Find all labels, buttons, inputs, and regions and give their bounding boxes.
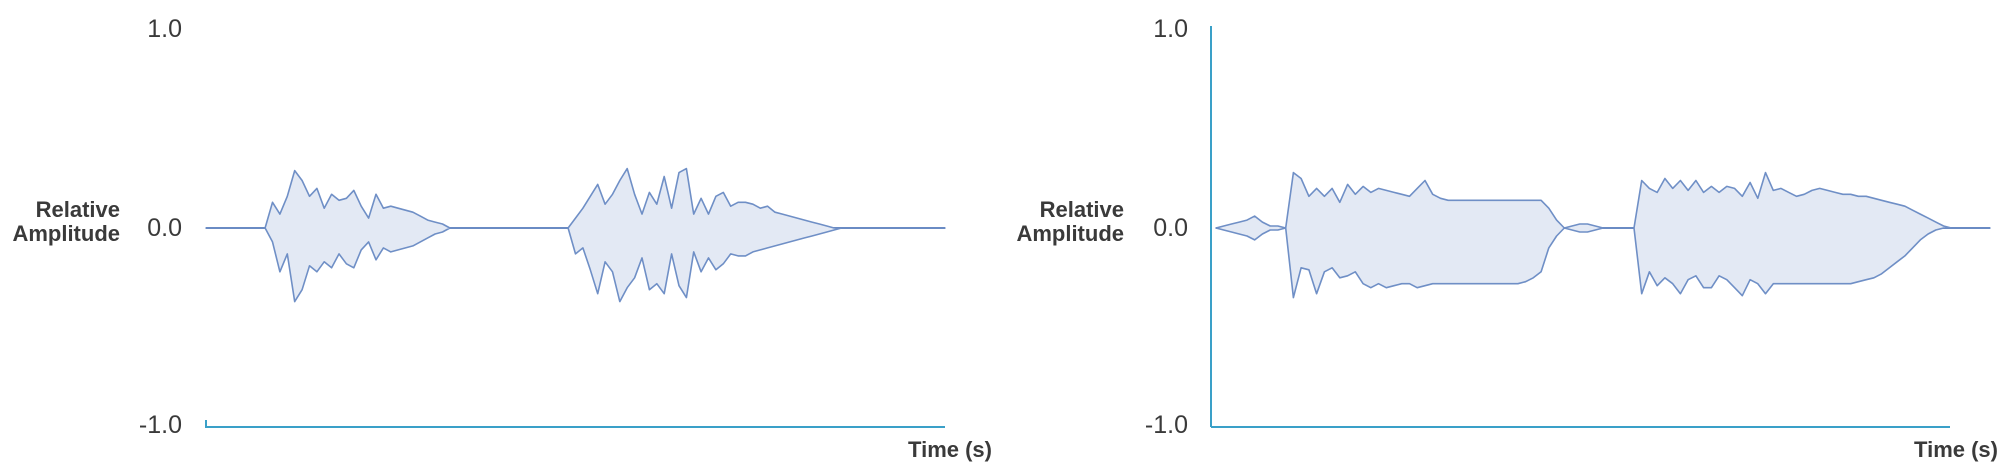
- waveform-left: [205, 167, 946, 303]
- waveform-envelope: [205, 167, 946, 303]
- y-tick-label-zero: 0.0: [147, 214, 182, 242]
- x-axis-label: Time (s): [908, 437, 992, 462]
- waveform-right: [1215, 171, 1991, 299]
- y-tick-label-bottom: -1.0: [139, 411, 182, 439]
- y-axis-label-line1: Relative: [36, 197, 120, 222]
- y-axis-label-line2: Amplitude: [12, 221, 120, 246]
- chart-right: 1.0 0.0 -1.0 Relative Amplitude Time (s): [1016, 15, 1998, 462]
- x-axis-label: Time (s): [1914, 437, 1998, 462]
- y-tick-label-top: 1.0: [1153, 15, 1188, 43]
- chart-left: 1.0 0.0 -1.0 Relative Amplitude Time (s): [12, 15, 992, 462]
- y-tick-label-top: 1.0: [147, 15, 182, 43]
- x-axis-line: [205, 420, 945, 428]
- y-axis-label-line1: Relative: [1040, 197, 1124, 222]
- y-axis-label-line2: Amplitude: [1016, 221, 1124, 246]
- y-tick-label-zero: 0.0: [1153, 214, 1188, 242]
- waveform-envelope: [1215, 171, 1991, 299]
- y-tick-label-bottom: -1.0: [1145, 411, 1188, 439]
